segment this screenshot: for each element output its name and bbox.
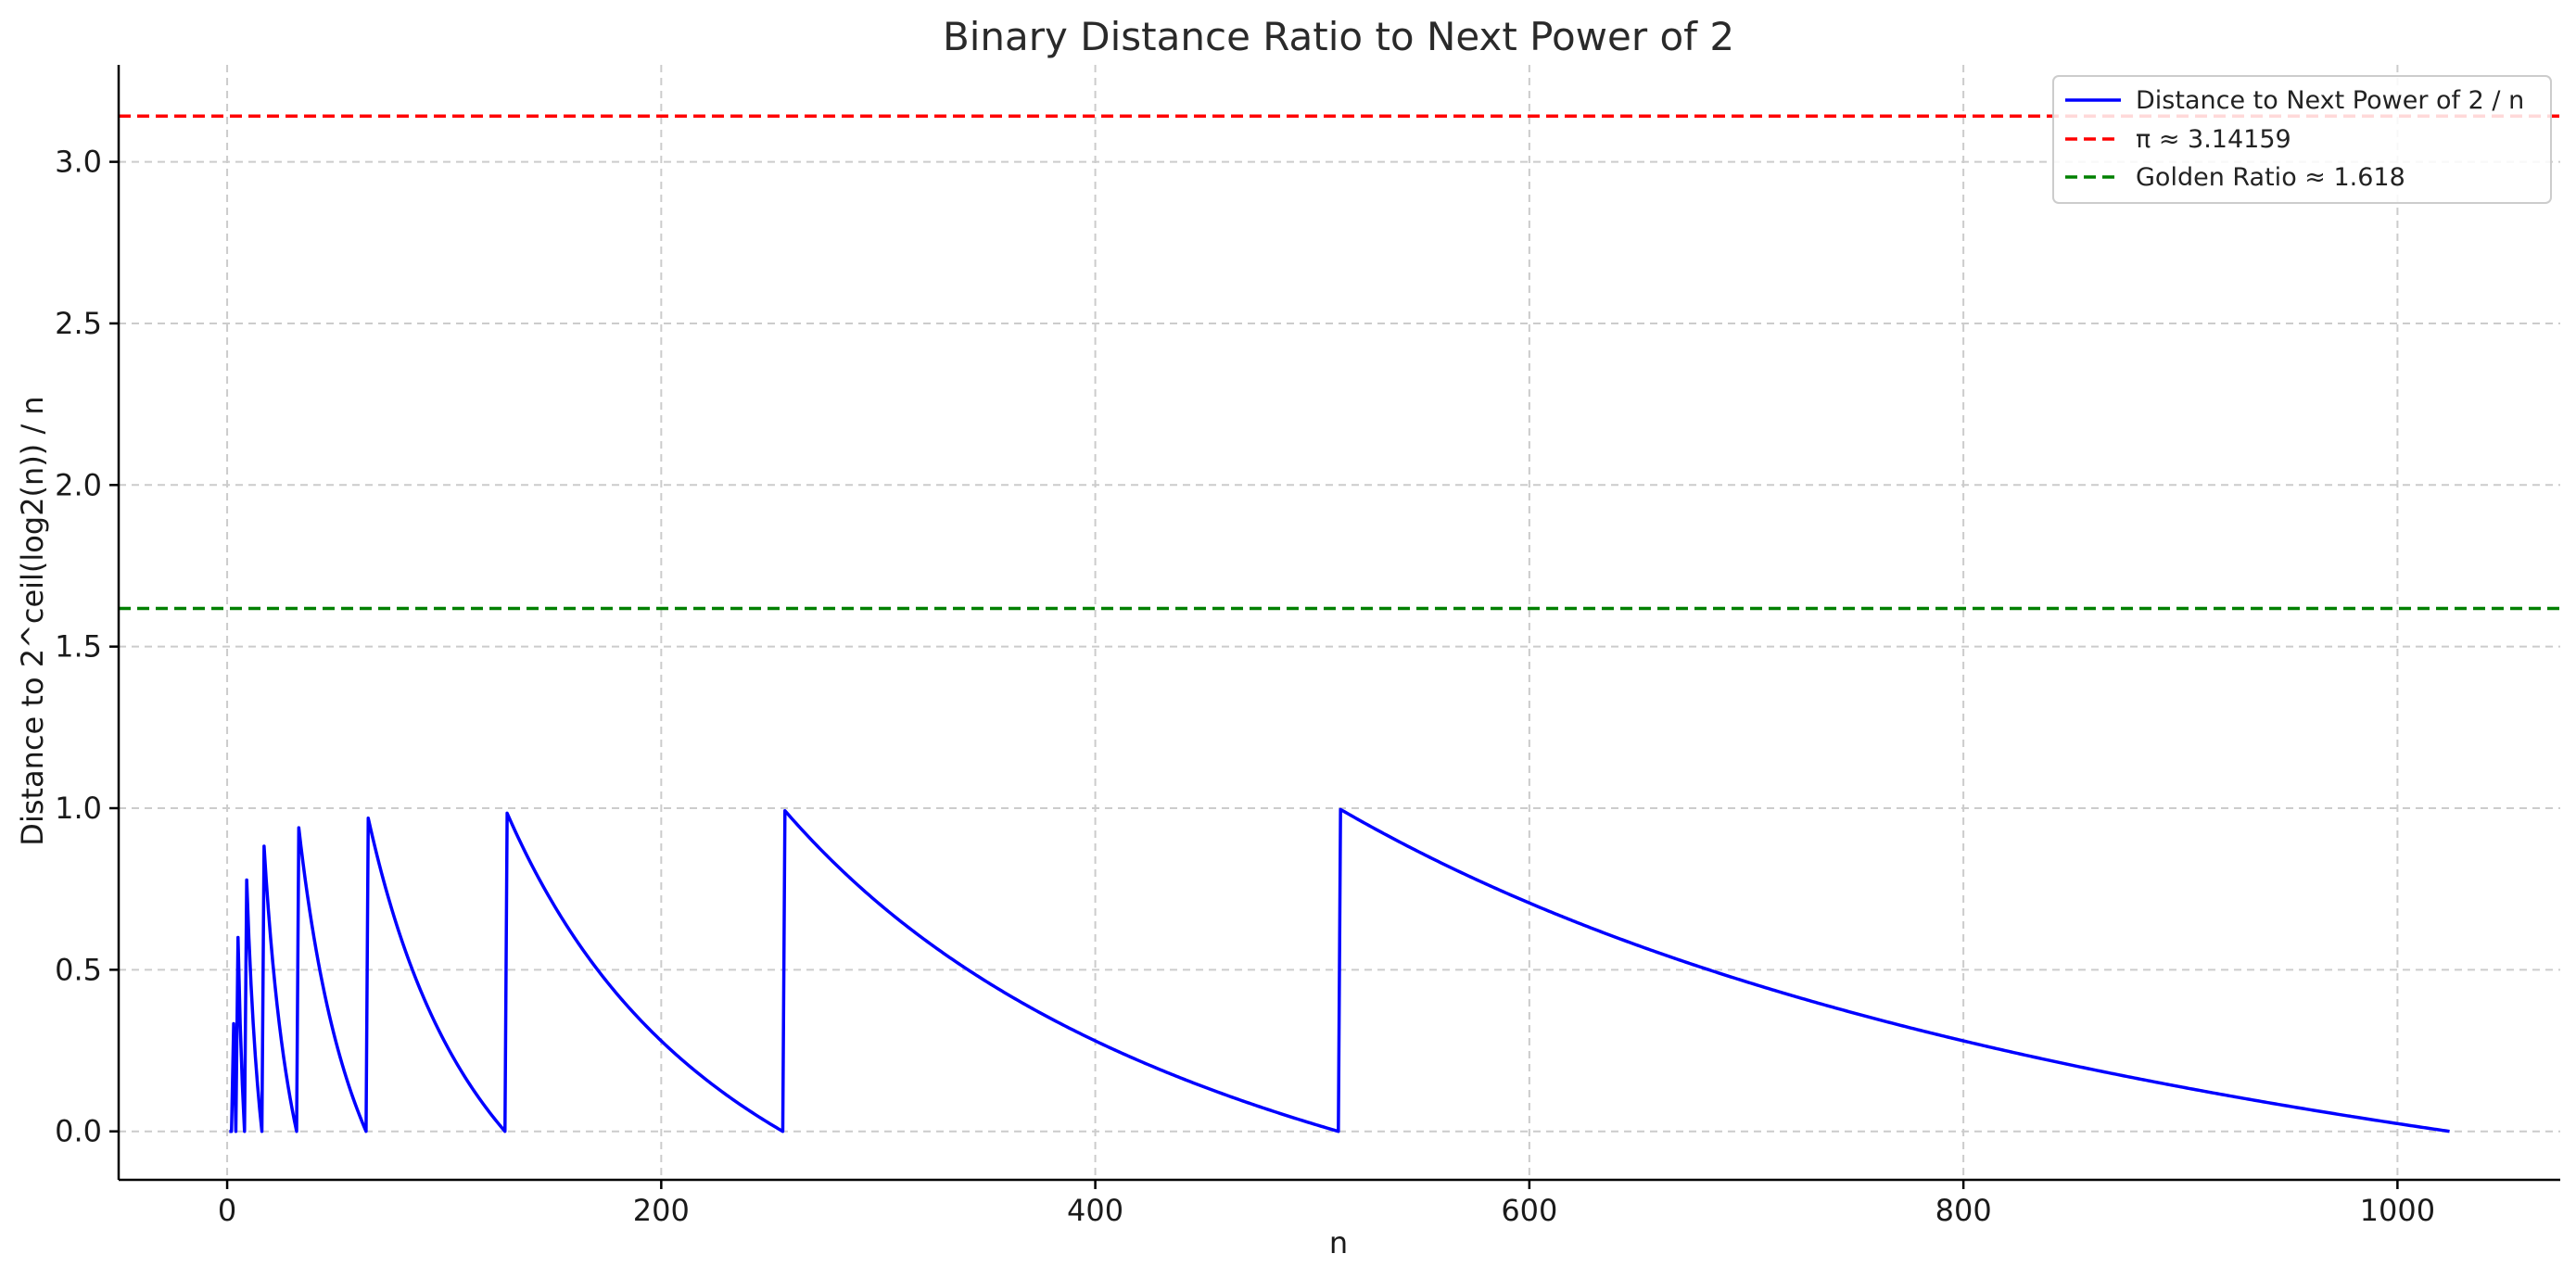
y-tick-label: 1.5 (55, 629, 102, 665)
ticks: 0 200 400 600 800 1000 0.0 0.5 1.0 1.5 2.0 2.5 3.0 (55, 145, 2435, 1228)
y-tick-label: 1.0 (55, 791, 102, 826)
y-tick-label: 0.5 (55, 952, 102, 987)
y-tick-label: 2.0 (55, 467, 102, 502)
legend-label-series-1: Distance to Next Power of 2 / n (2136, 86, 2524, 115)
x-tick-label: 0 (218, 1193, 236, 1228)
x-tick-label: 800 (1935, 1193, 1992, 1228)
y-tick-label: 2.5 (55, 306, 102, 341)
x-tick-label: 1000 (2360, 1193, 2435, 1228)
legend: Distance to Next Power of 2 / n π ≈ 3.14… (2052, 75, 2552, 204)
x-tick-label: 200 (633, 1193, 690, 1228)
y-tick-label: 0.0 (55, 1114, 102, 1149)
y-tick-label: 3.0 (55, 145, 102, 180)
legend-box (2052, 75, 2552, 204)
series-line-1 (229, 807, 2450, 1133)
legend-label-series-3: Golden Ratio ≈ 1.618 (2136, 163, 2405, 192)
series-layer (119, 114, 2560, 1133)
x-axis-label: n (1329, 1225, 1348, 1260)
x-tick-label: 600 (1501, 1193, 1557, 1228)
x-tick-label: 400 (1067, 1193, 1123, 1228)
axes (117, 65, 2560, 1182)
legend-label-series-2: π ≈ 3.14159 (2136, 125, 2291, 154)
y-axis-label: Distance to 2^ceil(log2(n)) / n (15, 396, 50, 845)
chart-title: Binary Distance Ratio to Next Power of 2 (943, 14, 1734, 59)
